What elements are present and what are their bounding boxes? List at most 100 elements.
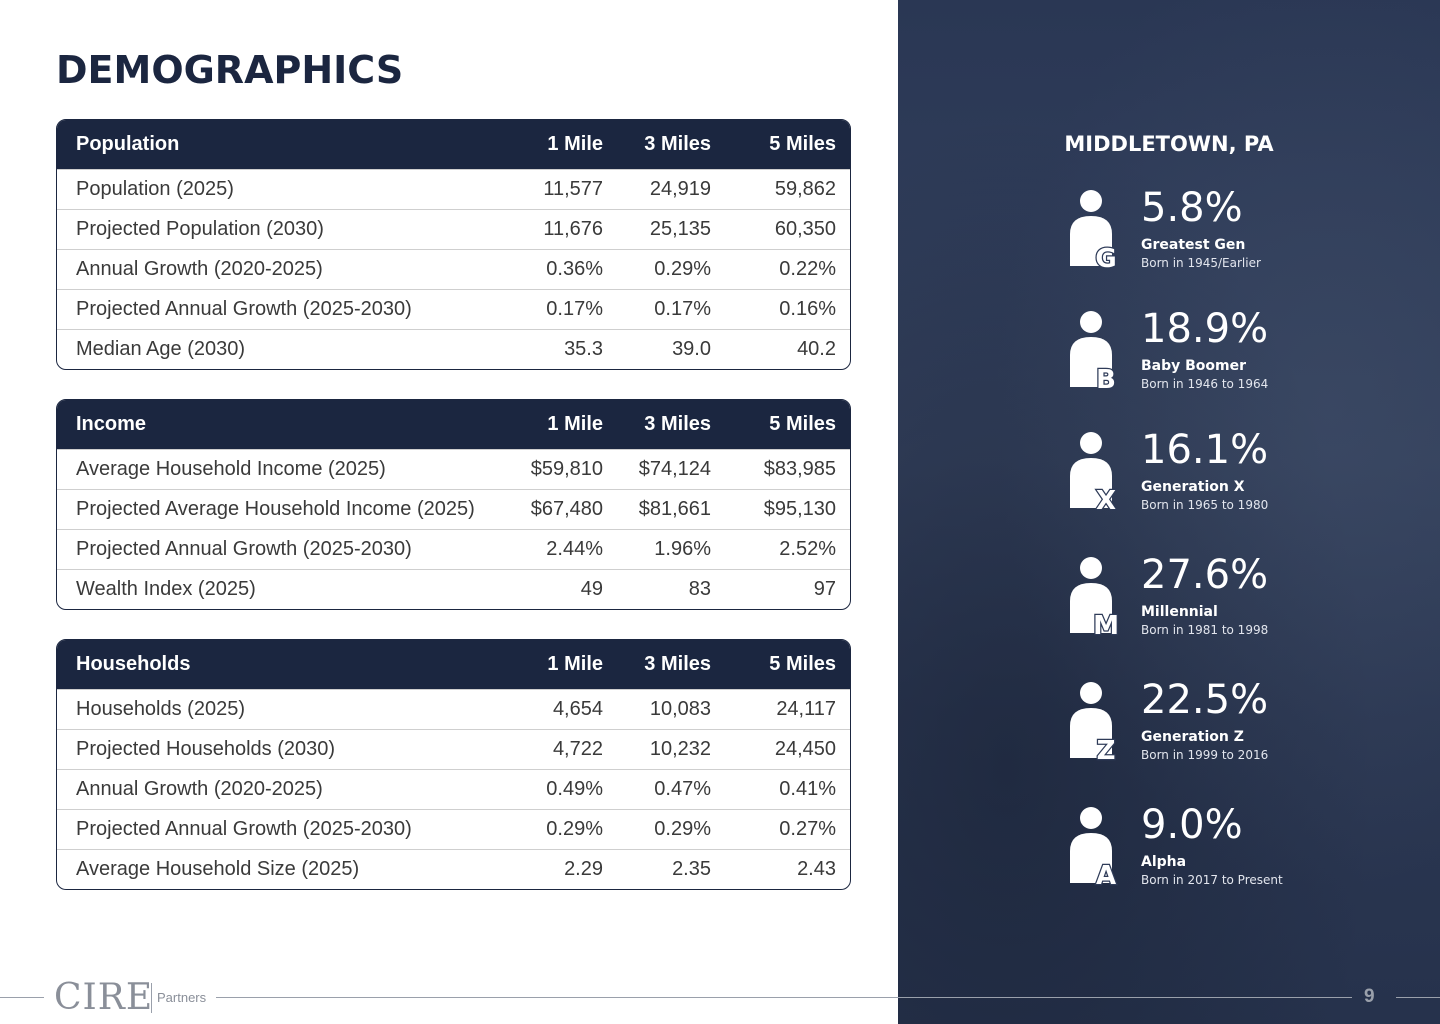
cell-3-miles: 2.35	[672, 858, 711, 880]
cell-3-miles: 0.17%	[654, 298, 711, 320]
generation-gen-z: Z 22.5% Generation Z Born in 1999 to 201…	[1068, 677, 1368, 772]
generation-millennial: M 27.6% Millennial Born in 1981 to 1998	[1068, 552, 1368, 647]
generation-born: Born in 1946 to 1964	[1141, 377, 1269, 391]
row-label: Projected Annual Growth (2025-2030)	[76, 298, 412, 320]
row-label: Population (2025)	[76, 178, 234, 200]
company-logo: CIRE	[54, 977, 154, 1018]
cell-1-mile: 2.44%	[546, 538, 603, 560]
cell-3-miles: 10,232	[649, 738, 711, 760]
cell-5-miles: 2.43	[797, 858, 836, 880]
header-5-miles: 5 Miles	[769, 133, 836, 155]
income-table: Income 1 Mile 3 Miles 5 Miles Average Ho…	[56, 399, 851, 610]
cell-1-mile: 11,577	[543, 178, 603, 200]
cell-5-miles: 0.27%	[779, 818, 836, 840]
cell-3-miles: 83	[688, 578, 711, 600]
generation-letter: A	[1096, 861, 1116, 887]
generation-percent: 27.6%	[1141, 552, 1269, 598]
cell-3-miles: 1.96%	[654, 538, 711, 560]
table-row: Annual Growth (2020-2025) 0.36% 0.29% 0.…	[57, 249, 850, 289]
row-label: Projected Households (2030)	[76, 738, 336, 760]
table-row: Average Household Size (2025) 2.29 2.35 …	[57, 849, 850, 889]
table-row: Wealth Index (2025) 49 83 97	[57, 569, 850, 609]
footer-rule-left	[0, 997, 44, 998]
generation-name: Generation Z	[1141, 729, 1244, 745]
row-label: Wealth Index (2025)	[76, 578, 256, 600]
header-label: Population	[76, 133, 180, 155]
cell-3-miles: 24,919	[649, 178, 711, 200]
table-row: Projected Households (2030) 4,722 10,232…	[57, 729, 850, 769]
generation-name: Baby Boomer	[1141, 358, 1247, 374]
cell-5-miles: 59,862	[774, 178, 836, 200]
cell-5-miles: 0.41%	[779, 778, 836, 800]
generation-gen-x: X 16.1% Generation X Born in 1965 to 198…	[1068, 427, 1368, 522]
generation-name: Millennial	[1141, 604, 1218, 620]
generation-percent: 9.0%	[1141, 802, 1243, 848]
generation-born: Born in 1999 to 2016	[1141, 748, 1269, 762]
row-label: Projected Average Household Income (2025…	[76, 498, 475, 520]
cell-1-mile: 11,676	[543, 218, 603, 240]
footer-rule	[216, 997, 1352, 998]
header-1-mile: 1 Mile	[547, 653, 603, 675]
generation-letter: B	[1096, 365, 1116, 391]
generation-percent: 5.8%	[1141, 185, 1243, 231]
person-icon: X	[1070, 432, 1117, 512]
row-label: Annual Growth (2020-2025)	[76, 258, 323, 280]
logo-divider	[151, 983, 152, 1013]
table-row: Annual Growth (2020-2025) 0.49% 0.47% 0.…	[57, 769, 850, 809]
header-3-miles: 3 Miles	[644, 413, 711, 435]
row-label: Average Household Income (2025)	[76, 458, 386, 480]
cell-3-miles: 0.29%	[654, 258, 711, 280]
location-title: MIDDLETOWN, PA	[1064, 132, 1274, 156]
row-label: Average Household Size (2025)	[76, 858, 360, 880]
cell-5-miles: 24,117	[776, 698, 836, 720]
header-3-miles: 3 Miles	[644, 653, 711, 675]
table-row: Projected Population (2030) 11,676 25,13…	[57, 209, 850, 249]
generations-panel: MIDDLETOWN, PA	[898, 0, 1440, 1024]
cell-3-miles: $74,124	[638, 458, 711, 480]
footer-rule-right	[1396, 997, 1440, 998]
generation-percent: 18.9%	[1141, 306, 1269, 352]
households-table: Households 1 Mile 3 Miles 5 Miles Househ…	[56, 639, 851, 890]
header-label: Households	[76, 653, 191, 675]
cell-1-mile: $59,810	[530, 458, 603, 480]
cell-1-mile: 0.49%	[546, 778, 603, 800]
cell-1-mile: 49	[580, 578, 603, 600]
row-label: Households (2025)	[76, 698, 245, 720]
cell-1-mile: $67,480	[530, 498, 603, 520]
row-label: Projected Annual Growth (2025-2030)	[76, 538, 412, 560]
cell-5-miles: 0.16%	[779, 298, 836, 320]
generation-percent: 16.1%	[1141, 427, 1269, 473]
header-5-miles: 5 Miles	[769, 413, 836, 435]
person-icon: G	[1070, 190, 1118, 270]
person-icon: Z	[1070, 682, 1117, 762]
table-row: Projected Average Household Income (2025…	[57, 489, 850, 529]
generation-born: Born in 1965 to 1980	[1141, 498, 1269, 512]
cell-3-miles: 39.0	[672, 338, 711, 360]
population-table: Population 1 Mile 3 Miles 5 Miles Popula…	[56, 119, 851, 370]
cell-5-miles: 60,350	[774, 218, 836, 240]
header-1-mile: 1 Mile	[547, 133, 603, 155]
cell-5-miles: 97	[813, 578, 836, 600]
table-row: Projected Annual Growth (2025-2030) 2.44…	[57, 529, 850, 569]
cell-1-mile: 2.29	[564, 858, 603, 880]
generation-name: Alpha	[1141, 854, 1187, 870]
row-label: Projected Annual Growth (2025-2030)	[76, 818, 412, 840]
cell-5-miles: $83,985	[763, 458, 836, 480]
cell-1-mile: 0.36%	[546, 258, 603, 280]
table-row: Households (2025) 4,654 10,083 24,117	[57, 689, 850, 729]
cell-3-miles: 0.29%	[654, 818, 711, 840]
cell-5-miles: 0.22%	[779, 258, 836, 280]
households-table-header: Households 1 Mile 3 Miles 5 Miles	[57, 640, 850, 689]
generation-letter: Z	[1097, 736, 1116, 762]
row-label: Projected Population (2030)	[76, 218, 324, 240]
header-label: Income	[76, 413, 147, 435]
generation-percent: 22.5%	[1141, 677, 1269, 723]
person-icon: A	[1070, 807, 1117, 887]
generation-born: Born in 2017 to Present	[1141, 873, 1283, 887]
table-row: Projected Annual Growth (2025-2030) 0.29…	[57, 809, 850, 849]
row-label: Median Age (2030)	[76, 338, 246, 360]
generation-letter: G	[1095, 244, 1116, 270]
cell-3-miles: 0.47%	[654, 778, 711, 800]
row-label: Annual Growth (2020-2025)	[76, 778, 323, 800]
income-table-header: Income 1 Mile 3 Miles 5 Miles	[57, 400, 850, 449]
